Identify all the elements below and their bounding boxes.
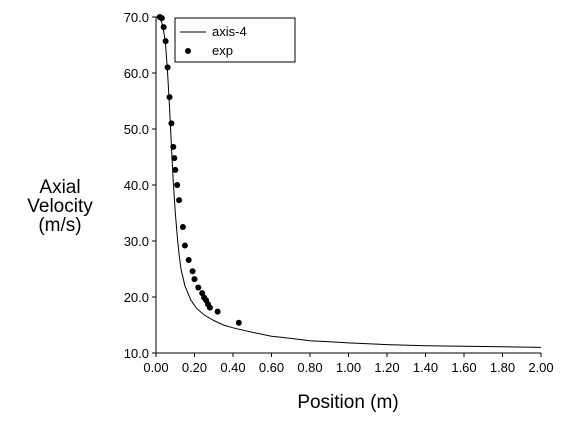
x-tick-label: 1.60 [451,360,476,375]
data-point-exp [179,224,186,230]
data-point-exp [162,38,169,45]
x-tick-label: 1.40 [413,360,438,375]
data-point-exp [189,268,196,275]
x-tick-label: 0.00 [143,360,168,375]
legend-box [174,17,296,63]
series-line-axis-4 [156,16,542,348]
axes [152,16,542,357]
data-point-exp [195,284,202,291]
x-tick-label: 0.80 [297,360,322,375]
x-axis-title: Position (m) [297,392,398,413]
legend-label-axis-4: axis-4 [212,24,247,39]
data-point-exp [174,182,181,188]
legend-label-exp: exp [212,43,233,58]
y-tick-label: 20.0 [124,290,149,305]
y-axis-title-line-3: (m/s) [38,215,81,236]
data-point-exp [214,308,221,315]
x-tick-label: 0.40 [220,360,245,375]
y-tick-label: 60.0 [124,66,149,81]
data-point-exp [185,257,192,263]
data-point-exp [176,197,183,204]
data-point-exp [158,15,165,22]
y-axis-title: Axial Velocity (m/s) [27,177,93,236]
tick-labels: 0.00 0.20 0.40 0.60 0.80 1.00 1.20 1.40 1.60 1.80… [124,10,554,375]
y-tick-label: 50.0 [124,122,149,137]
x-tick-label: 0.60 [259,360,284,375]
y-tick-label: 10.0 [124,346,149,361]
data-point-exp [170,143,177,150]
x-tick-label: 2.00 [528,360,553,375]
data-point-exp [199,290,206,297]
y-tick-label: 70.0 [124,10,149,25]
legend-marker-swatch [185,48,191,54]
legend: axis-4 exp [174,17,296,63]
data-point-exp [164,64,171,71]
data-point-exp [206,304,213,311]
x-tick-label: 1.80 [490,360,515,375]
data-point-exp [166,94,173,101]
x-tick-label: 1.20 [374,360,399,375]
data-point-exp [235,319,242,326]
y-axis-title-line-1: Axial [39,177,80,198]
y-tick-label: 40.0 [124,178,149,193]
data-point-exp [181,242,188,249]
x-tick-label: 1.00 [336,360,361,375]
x-tick-label: 0.20 [182,360,207,375]
y-axis-title-line-2: Velocity [27,196,93,217]
data-point-exp [171,155,178,162]
data-point-exp [168,120,175,127]
data-point-exp [160,24,167,31]
plot-marks [156,14,542,348]
data-point-exp [191,276,198,283]
data-point-exp [172,166,179,173]
y-tick-label: 30.0 [124,234,149,249]
